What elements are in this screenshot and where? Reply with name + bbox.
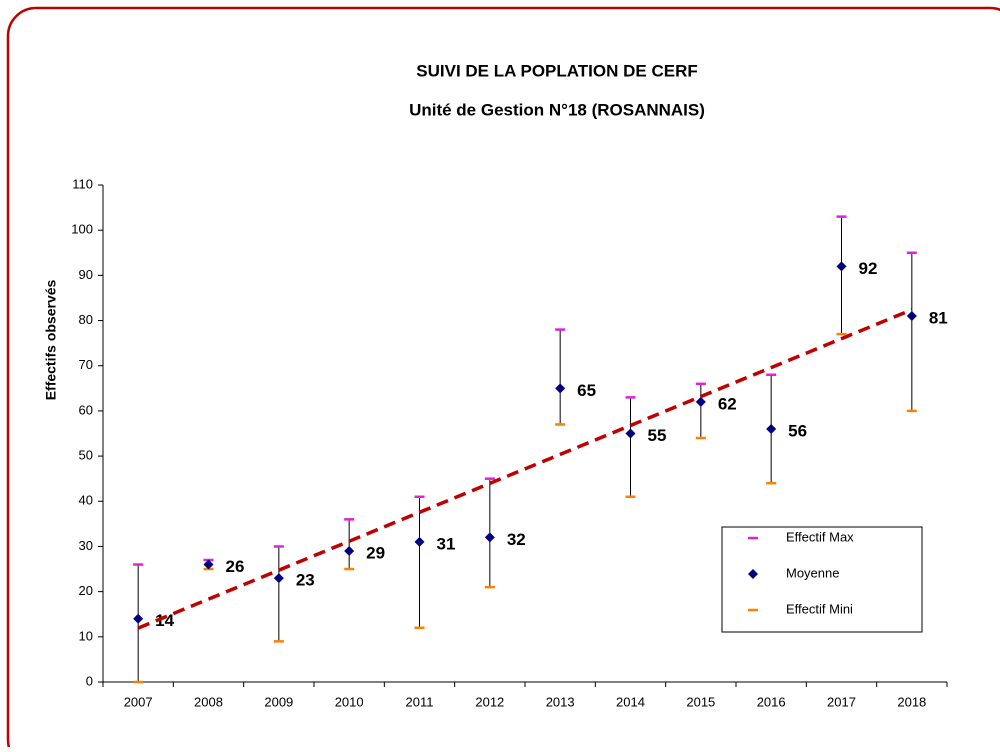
chart-subtitle: Unité de Gestion N°18 (ROSANNAIS): [409, 100, 705, 119]
data-label: 92: [859, 259, 878, 278]
x-tick-label: 2011: [406, 694, 434, 709]
data-label: 14: [155, 611, 174, 630]
legend-marker: [748, 569, 758, 579]
y-tick-label: 20: [79, 583, 93, 598]
mean-marker: [625, 428, 636, 439]
x-tick-label: 2007: [124, 694, 153, 709]
x-tick-label: 2009: [264, 694, 293, 709]
mean-marker: [344, 545, 355, 556]
data-label: 56: [788, 421, 807, 440]
y-tick-label: 110: [72, 176, 93, 191]
legend-label: Effectif Max: [786, 529, 854, 544]
legend-label: Effectif Mini: [786, 601, 853, 616]
legend-label: Moyenne: [786, 565, 839, 580]
x-tick-label: 2013: [546, 694, 575, 709]
data-label: 29: [366, 543, 385, 562]
data-label: 55: [648, 426, 667, 445]
x-tick-label: 2012: [475, 694, 504, 709]
x-tick-label: 2010: [335, 694, 364, 709]
mean-marker: [414, 536, 425, 547]
data-label: 65: [577, 381, 596, 400]
x-tick-label: 2017: [827, 694, 856, 709]
mean-marker: [484, 532, 495, 543]
data-label: 62: [718, 394, 737, 413]
chart-title: SUIVI DE LA POPLATION DE CERF: [416, 61, 697, 80]
legend-box: [721, 526, 923, 633]
data-label: 81: [929, 309, 948, 328]
mean-marker: [766, 423, 777, 434]
mean-marker: [133, 613, 144, 624]
y-axis-label: Effectifs observés: [43, 279, 59, 400]
data-label: 23: [296, 571, 315, 590]
y-tick-label: 100: [71, 222, 93, 237]
y-tick-label: 70: [79, 357, 93, 372]
x-tick-label: 2014: [616, 694, 645, 709]
mean-marker: [203, 559, 214, 570]
x-tick-label: 2015: [686, 694, 715, 709]
y-tick-label: 0: [86, 673, 93, 688]
x-tick-label: 2016: [757, 694, 786, 709]
data-label: 26: [226, 557, 245, 576]
x-tick-label: 2008: [194, 694, 223, 709]
data-label: 32: [507, 530, 526, 549]
y-tick-label: 80: [79, 312, 93, 327]
mean-marker: [555, 383, 566, 394]
y-tick-label: 30: [79, 538, 93, 553]
mean-marker: [695, 396, 706, 407]
y-tick-label: 40: [79, 493, 93, 508]
mean-marker: [836, 261, 847, 272]
data-label: 31: [437, 534, 456, 553]
mean-marker: [273, 573, 284, 584]
y-tick-label: 90: [79, 267, 93, 282]
y-tick-label: 60: [79, 402, 93, 417]
y-tick-label: 10: [79, 628, 93, 643]
trend-line: [137, 308, 913, 630]
mean-marker: [906, 311, 917, 322]
y-tick-label: 50: [79, 448, 93, 463]
x-tick-label: 2018: [897, 694, 926, 709]
